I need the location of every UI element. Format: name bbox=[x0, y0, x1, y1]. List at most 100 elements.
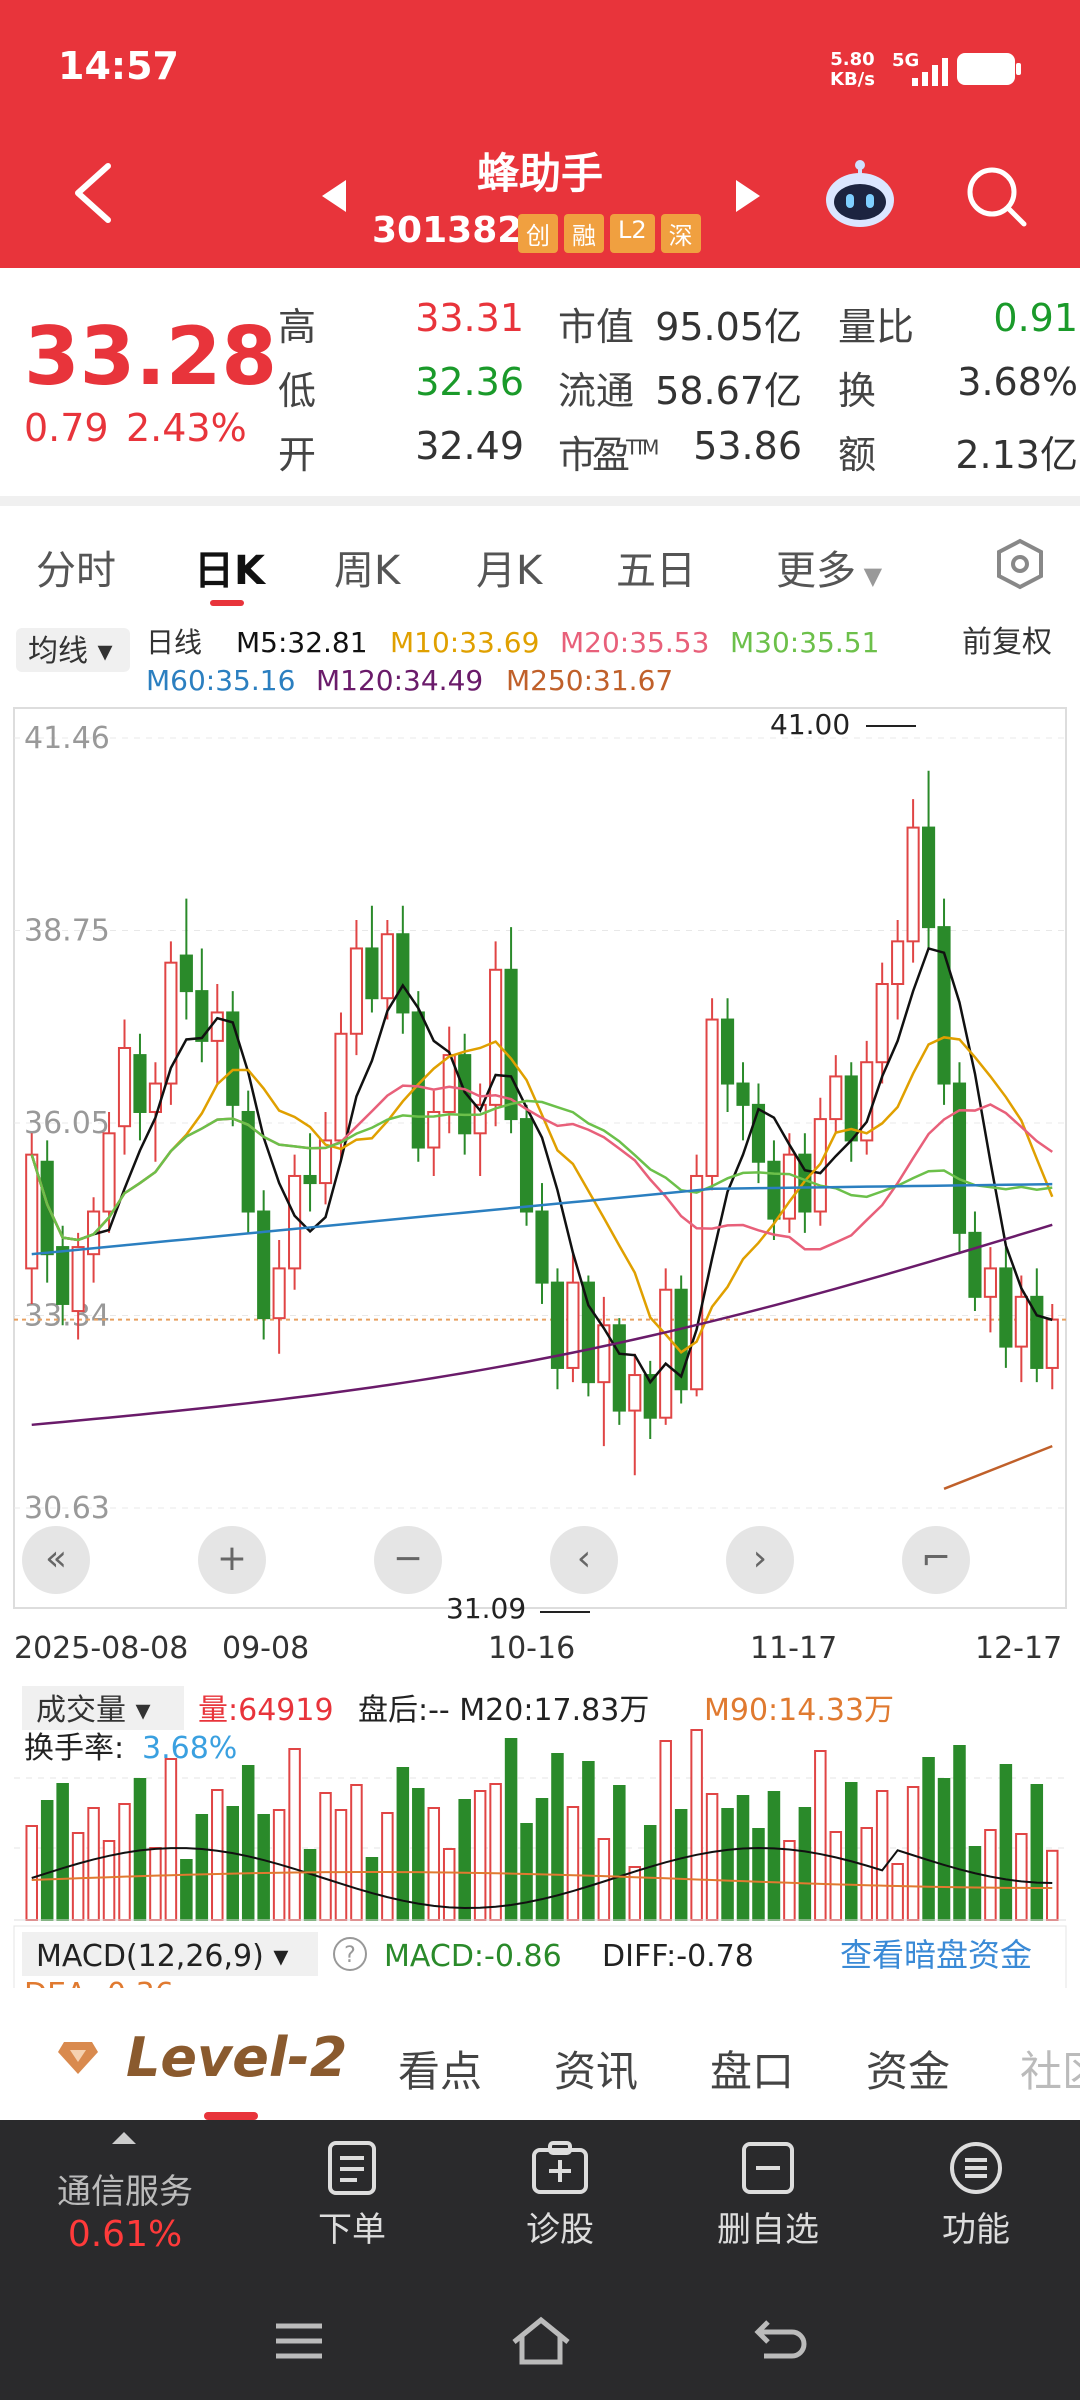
value-vol-ratio: 0.91 bbox=[993, 296, 1078, 340]
app-header: 14:57 5.80 KB/s 5G 蜂助手 301382 创 融 L2 深 bbox=[0, 0, 1080, 268]
label-turnover: 换 bbox=[838, 369, 877, 413]
candle bbox=[25, 1153, 39, 1270]
volume-bar bbox=[211, 1789, 224, 1921]
dark-pool-link: 查看暗盘资金 bbox=[840, 1936, 1032, 1974]
x-axis-label: 09-08 bbox=[222, 1631, 309, 1666]
price-change: 0.79 bbox=[24, 406, 109, 450]
high-annotation: 41.00 bbox=[770, 708, 850, 741]
volume-bar bbox=[365, 1857, 379, 1921]
volume-bar bbox=[891, 1863, 904, 1921]
info-tabs: Level-2 看点 资讯 盘口 资金 社区 bbox=[0, 1990, 1080, 2120]
prev-stock-icon[interactable] bbox=[318, 178, 348, 214]
label-vol-ratio: 量比 bbox=[838, 305, 915, 349]
value-open: 32.49 bbox=[415, 424, 524, 468]
nav-diagnose[interactable]: 诊股 bbox=[480, 2140, 640, 2251]
robot-assistant-icon[interactable] bbox=[822, 160, 898, 230]
candle bbox=[1030, 1295, 1044, 1369]
system-home-icon[interactable] bbox=[510, 2316, 572, 2366]
label-high: 高 bbox=[278, 305, 317, 349]
y-axis-label: 41.46 bbox=[24, 721, 110, 756]
volume-bar bbox=[489, 1783, 502, 1921]
volume-selector-bg bbox=[22, 1686, 184, 1730]
tab-orderbook[interactable]: 盘口 bbox=[710, 2047, 795, 2096]
volume-bar bbox=[1046, 1849, 1059, 1922]
label-pe: 市盈TTM bbox=[558, 433, 659, 477]
search-icon[interactable] bbox=[964, 164, 1028, 228]
dea-value: DEA:-0.36 bbox=[24, 1977, 174, 1988]
divider bbox=[0, 496, 1080, 506]
chart-control-glyph: − bbox=[393, 1538, 423, 1579]
tab-five-day[interactable]: 五日 bbox=[616, 548, 696, 594]
volume-bar bbox=[613, 1785, 626, 1921]
value-market-cap: 95.05亿 bbox=[655, 305, 802, 349]
candle bbox=[117, 1046, 132, 1128]
ma60-line bbox=[31, 1182, 1053, 1256]
tab-weekly-k[interactable]: 周K bbox=[334, 548, 401, 594]
next-stock-icon[interactable] bbox=[734, 178, 764, 214]
volume-bar bbox=[999, 1764, 1013, 1921]
volume-ma20 bbox=[31, 1847, 1053, 1909]
system-back-icon[interactable] bbox=[752, 2316, 808, 2366]
net-speed: 5.80 KB/s bbox=[830, 49, 875, 90]
value-pe: 53.86 bbox=[693, 424, 802, 468]
candle bbox=[102, 1132, 116, 1213]
back-icon[interactable] bbox=[70, 160, 116, 226]
settings-hexagon-icon[interactable] bbox=[994, 538, 1046, 590]
volume-m90: M90:14.33万 bbox=[704, 1693, 894, 1728]
sector-name[interactable]: 通信服务 bbox=[57, 2172, 193, 2212]
quote-panel: 33.28 0.79 2.43% 高 低 开 33.31 32.36 32.49… bbox=[0, 268, 1080, 506]
active-tab-indicator bbox=[210, 600, 244, 606]
tab-funds[interactable]: 资金 bbox=[866, 2047, 951, 2096]
tab-community[interactable]: 社区 bbox=[1020, 2047, 1080, 2096]
nav-remove-watchlist[interactable]: 删自选 bbox=[688, 2140, 848, 2251]
volume-bar bbox=[412, 1788, 425, 1921]
volume-bar bbox=[303, 1849, 317, 1921]
tab-monthly-k[interactable]: 月K bbox=[476, 548, 543, 594]
tab-level2[interactable]: Level-2 bbox=[126, 2026, 348, 2089]
chart-control-glyph: › bbox=[753, 1538, 767, 1579]
tab-highlights[interactable]: 看点 bbox=[398, 2047, 483, 2096]
nav-order[interactable]: 下单 bbox=[272, 2140, 432, 2251]
tab-more[interactable]: 更多 ▼ bbox=[776, 548, 883, 594]
volume-bar bbox=[705, 1793, 719, 1921]
stock-tags: 创 融 L2 深 bbox=[518, 214, 701, 253]
value-low: 32.36 bbox=[415, 360, 524, 404]
ma-legend-item: M250:31.67 bbox=[506, 664, 673, 697]
turnover-label: 换手率: bbox=[24, 1731, 124, 1766]
candle bbox=[550, 1281, 565, 1369]
status-time: 14:57 bbox=[58, 44, 179, 88]
candle bbox=[767, 1160, 781, 1220]
volume-bar bbox=[566, 1806, 580, 1921]
volume-after-hours: 盘后:-- M20:17.83万 bbox=[358, 1693, 649, 1728]
adjust-mode: 前复权 bbox=[962, 625, 1052, 660]
volume-bar bbox=[319, 1792, 332, 1921]
tab-news[interactable]: 资讯 bbox=[554, 2047, 639, 2096]
system-menu-icon[interactable] bbox=[272, 2320, 328, 2364]
candle bbox=[566, 1281, 580, 1369]
ma-label: 日线 bbox=[146, 626, 202, 659]
battery-icon bbox=[957, 53, 1021, 85]
candle bbox=[519, 1118, 534, 1213]
volume-bar bbox=[674, 1809, 688, 1921]
ma-legend-item: M10:33.69 bbox=[390, 626, 539, 659]
candle bbox=[179, 954, 193, 993]
nav-functions[interactable]: 功能 bbox=[896, 2140, 1056, 2251]
tab-intraday[interactable]: 分时 bbox=[36, 548, 116, 594]
ma-selector: 均线 ▾ bbox=[28, 634, 113, 669]
diff-value: DIFF:-0.78 bbox=[602, 1939, 754, 1974]
label-float: 流通 bbox=[558, 369, 635, 413]
label-amount: 额 bbox=[838, 433, 877, 477]
x-axis-label: 12-17 bbox=[975, 1631, 1062, 1666]
candle bbox=[736, 1082, 750, 1106]
volume-bar bbox=[164, 1758, 178, 1921]
candle bbox=[612, 1324, 626, 1412]
chart-control-button bbox=[198, 1526, 266, 1594]
candle bbox=[272, 1267, 286, 1320]
chart-control-button bbox=[726, 1526, 794, 1594]
kline-chart[interactable]: 均线 ▾ 日线 前复权 M5:32.81 M10:33.69 M20:35.53 M30:3… bbox=[0, 608, 1080, 1988]
candle bbox=[473, 1103, 487, 1135]
tab-daily-k[interactable]: 日K bbox=[194, 548, 265, 594]
y-axis-label: 36.05 bbox=[24, 1106, 110, 1141]
candle bbox=[628, 1374, 642, 1412]
candle bbox=[257, 1210, 271, 1320]
